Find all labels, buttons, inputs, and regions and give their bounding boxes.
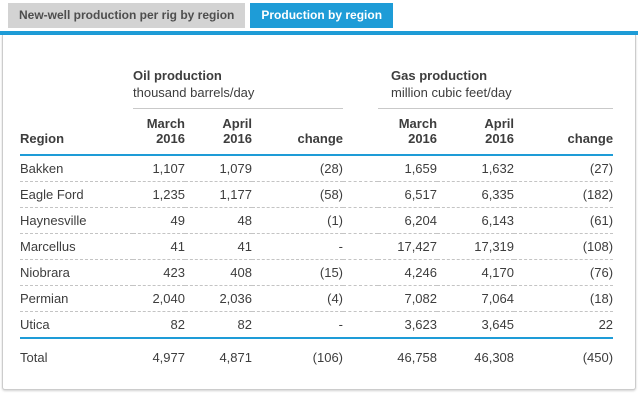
oil-april-value: 408 (185, 259, 252, 286)
oil-production-title: Oil production (133, 68, 222, 83)
table-row-total: Total 4,977 4,871 (106) 46,758 46,308 (4… (20, 338, 613, 370)
production-table: Oil production thousand barrels/day Gas … (20, 67, 614, 370)
gas-march-2016-column-header: March 2016 (378, 108, 438, 156)
gas-change-value: 22 (514, 311, 614, 339)
oil-april-value: 48 (185, 207, 252, 234)
oil-march-value: 49 (133, 207, 185, 234)
oil-march-value: 41 (133, 233, 185, 260)
production-widget: New-well production per rig by region Pr… (0, 0, 638, 390)
region-label: Utica (20, 311, 133, 339)
gas-april-2016-column-header: April 2016 (437, 108, 515, 156)
table-row-haynesville: Haynesville 49 48 (1) 6,204 6,143 (61) (20, 207, 614, 234)
column-header-row: Region March 2016 April 2016 change March 2… (20, 108, 614, 156)
gas-production-group-header: Gas production million cubic feet/day (378, 67, 614, 109)
oil-march-value: 82 (133, 311, 185, 339)
oil-april-value: 41 (185, 233, 252, 260)
oil-april-2016-column-header: April 2016 (185, 108, 252, 156)
oil-change-value: (58) (252, 181, 344, 208)
gas-march-value: 7,082 (378, 285, 438, 312)
gas-april-value: 1,632 (437, 155, 515, 182)
gas-march-value: 6,204 (378, 207, 438, 234)
region-label: Marcellus (20, 233, 133, 260)
oil-change-value: (28) (252, 155, 344, 182)
oil-april-value: 1,177 (185, 181, 252, 208)
oil-april-value: 82 (185, 311, 252, 339)
gas-march-value: 4,246 (378, 259, 438, 286)
region-label: Niobrara (20, 259, 133, 286)
tab-production-by-region[interactable]: Production by region (250, 3, 394, 28)
gas-april-value: 7,064 (437, 285, 515, 312)
tab-new-well-production-per-rig[interactable]: New-well production per rig by region (8, 3, 246, 28)
gas-change-value: (27) (514, 155, 614, 182)
oil-march-value: 423 (133, 259, 185, 286)
gas-april-value: 6,143 (437, 207, 515, 234)
table-row-niobrara: Niobrara 423 408 (15) 4,246 4,170 (76) (20, 259, 614, 286)
oil-april-total: 4,871 (219, 350, 252, 365)
oil-march-value: 2,040 (133, 285, 185, 312)
oil-change-value: (4) (252, 285, 344, 312)
gas-april-value: 6,335 (437, 181, 515, 208)
production-table-card: Oil production thousand barrels/day Gas … (2, 35, 636, 390)
tab-bar: New-well production per rig by region Pr… (0, 0, 638, 28)
gas-april-value: 17,319 (437, 233, 515, 260)
table-row-eagle-ford: Eagle Ford 1,235 1,177 (58) 6,517 6,335 … (20, 181, 614, 208)
region-label: Bakken (20, 155, 133, 182)
gas-march-value: 6,517 (378, 181, 438, 208)
table-row-utica: Utica 82 82 - 3,623 3,645 22 (20, 311, 614, 339)
gas-change-value: (182) (514, 181, 614, 208)
oil-change-total: (106) (312, 350, 344, 365)
region-label: Eagle Ford (20, 181, 133, 208)
total-label: Total (20, 350, 48, 365)
gas-change-value: (18) (514, 285, 614, 312)
accent-divider (0, 31, 638, 35)
region-label: Haynesville (20, 207, 133, 234)
gas-april-value: 4,170 (437, 259, 515, 286)
group-header-row: Oil production thousand barrels/day Gas … (20, 67, 614, 109)
oil-production-group-header: Oil production thousand barrels/day (133, 67, 344, 109)
oil-march-value: 1,107 (133, 155, 185, 182)
oil-production-units: thousand barrels/day (133, 85, 255, 100)
oil-march-2016-column-header: March 2016 (133, 108, 185, 156)
oil-april-value: 2,036 (185, 285, 252, 312)
gas-production-title: Gas production (391, 68, 488, 83)
oil-change-value: - (252, 311, 344, 339)
gas-march-total: 46,758 (397, 350, 438, 365)
oil-march-total: 4,977 (152, 350, 185, 365)
oil-change-value: (15) (252, 259, 344, 286)
gas-april-total: 46,308 (474, 350, 515, 365)
region-label: Permian (20, 285, 133, 312)
gas-change-column-header: change (514, 108, 614, 156)
gas-change-total: (450) (582, 350, 614, 365)
gas-change-value: (76) (514, 259, 614, 286)
gas-change-value: (108) (514, 233, 614, 260)
oil-change-column-header: change (252, 108, 344, 156)
oil-march-value: 1,235 (133, 181, 185, 208)
oil-april-value: 1,079 (185, 155, 252, 182)
oil-change-value: - (252, 233, 344, 260)
table-row-bakken: Bakken 1,107 1,079 (28) 1,659 1,632 (27) (20, 155, 614, 182)
gas-april-value: 3,645 (437, 311, 515, 339)
gas-production-units: million cubic feet/day (391, 85, 512, 100)
region-column-header: Region (20, 108, 133, 156)
table-row-marcellus: Marcellus 41 41 - 17,427 17,319 (108) (20, 233, 614, 260)
table-row-permian: Permian 2,040 2,036 (4) 7,082 7,064 (18) (20, 285, 614, 312)
gas-change-value: (61) (514, 207, 614, 234)
gas-march-value: 1,659 (378, 155, 438, 182)
gas-march-value: 3,623 (378, 311, 438, 339)
oil-change-value: (1) (252, 207, 344, 234)
gas-march-value: 17,427 (378, 233, 438, 260)
